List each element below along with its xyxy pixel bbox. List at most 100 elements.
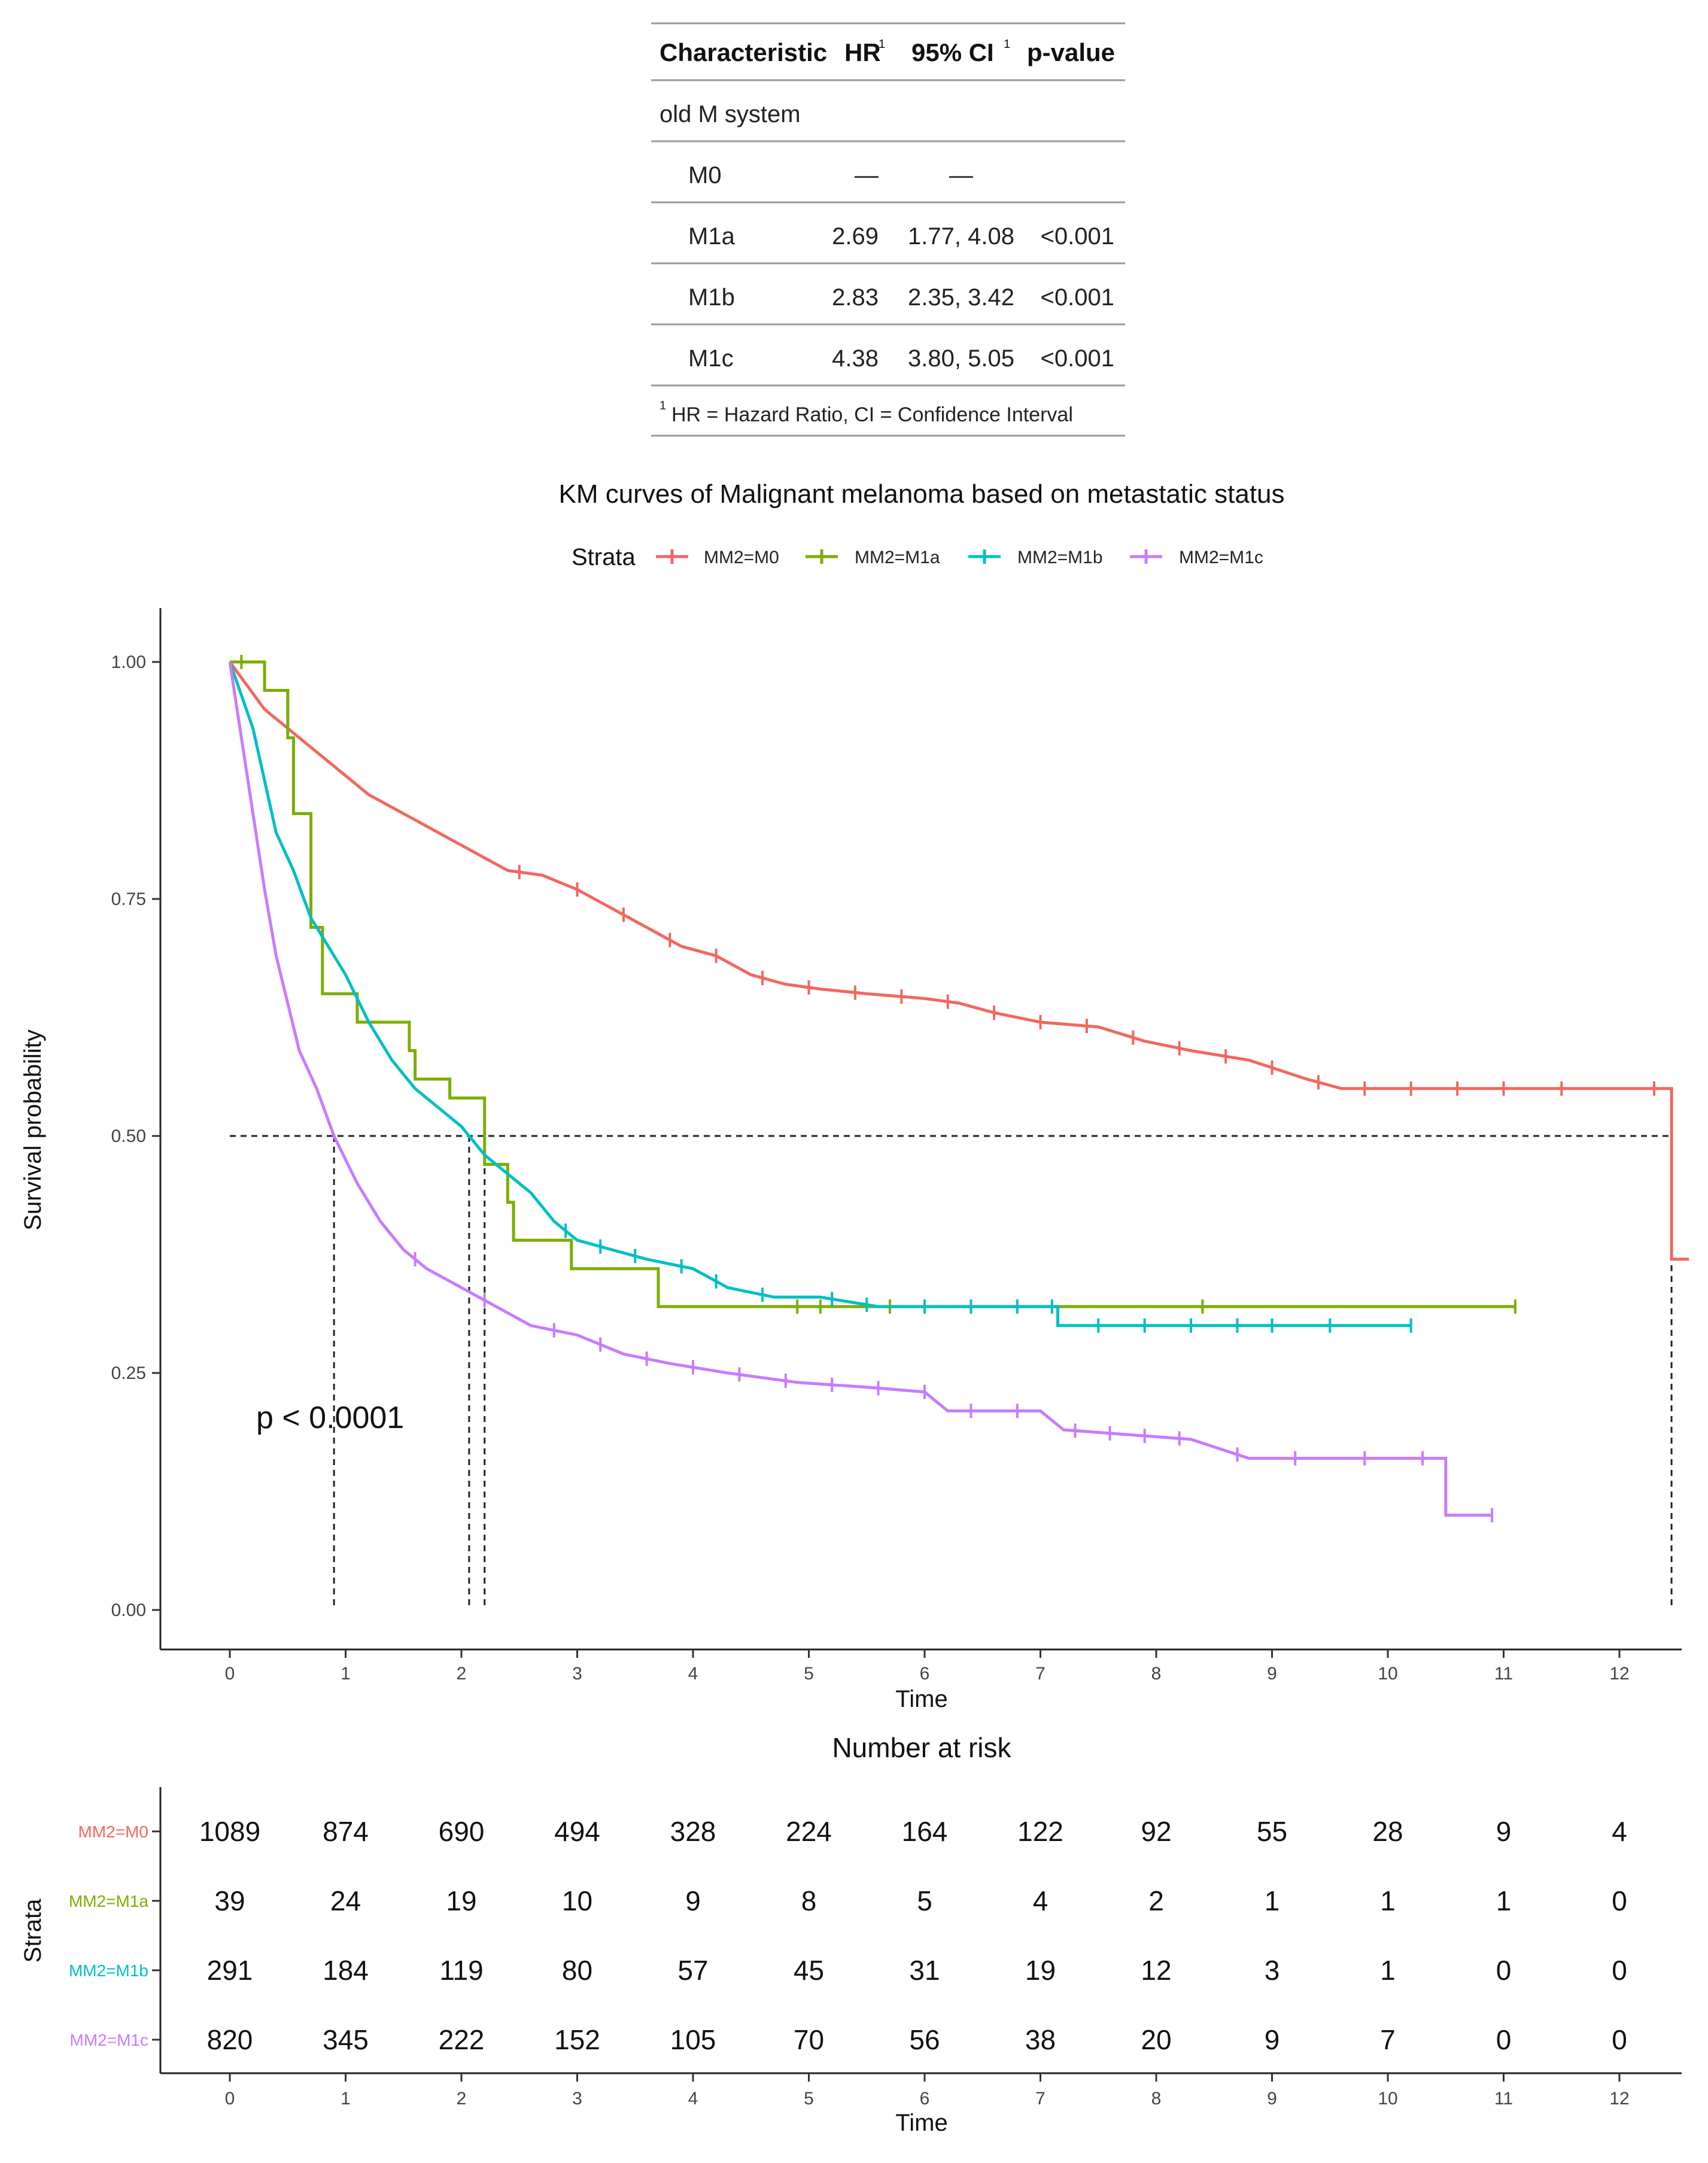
y-tick-label: 1.00 xyxy=(111,652,146,672)
header-hr: HR xyxy=(844,38,881,66)
risk-count: 55 xyxy=(1257,1816,1287,1847)
row-label: M0 xyxy=(688,162,722,189)
risk-x-axis-title: Time xyxy=(895,2110,947,2136)
risk-x-tick-label: 7 xyxy=(1035,2089,1046,2109)
risk-x-tick-label: 4 xyxy=(688,2089,698,2109)
risk-count: 12 xyxy=(1141,1955,1171,1986)
y-axis-title: Survival probability xyxy=(20,1029,46,1231)
header-characteristic: Characteristic xyxy=(660,38,827,66)
risk-x-tick-label: 8 xyxy=(1151,2089,1162,2109)
risk-count: 9 xyxy=(685,1885,701,1916)
risk-count: 70 xyxy=(794,2024,824,2055)
risk-x-tick-label: 0 xyxy=(225,2089,235,2109)
risk-count: 1 xyxy=(1380,1955,1396,1986)
risk-count: 345 xyxy=(323,2024,369,2055)
risk-count: 5 xyxy=(917,1885,932,1916)
risk-row-label: MM2=M1c xyxy=(70,2031,148,2049)
chart-title: KM curves of Malignant melanoma based on… xyxy=(558,479,1284,509)
row-p: <0.001 xyxy=(1041,345,1114,372)
risk-count: 2 xyxy=(1148,1885,1164,1916)
risk-x-tick-label: 11 xyxy=(1494,2089,1513,2109)
risk-count: 164 xyxy=(902,1816,948,1847)
risk-count: 152 xyxy=(554,2024,600,2055)
row-ci: 2.35, 3.42 xyxy=(908,284,1014,311)
risk-count: 0 xyxy=(1612,2024,1627,2055)
x-tick-label: 1 xyxy=(341,1664,351,1684)
risk-count: 56 xyxy=(909,2024,940,2055)
risk-count: 9 xyxy=(1496,1816,1512,1847)
x-axis-ticks: 0 1 2 3 4 5 6 7 8 9 10 11 12 xyxy=(225,1649,1630,1684)
legend-label: MM2=M1c xyxy=(1179,548,1263,567)
median-reference-lines xyxy=(230,1135,1673,1610)
x-tick-label: 12 xyxy=(1609,1664,1629,1684)
risk-count: 28 xyxy=(1372,1816,1403,1847)
curve-MM2=M1c xyxy=(228,661,1494,1523)
risk-count: 45 xyxy=(794,1955,824,1986)
x-tick-label: 9 xyxy=(1267,1664,1277,1684)
risk-table-title: Number at risk xyxy=(832,1732,1011,1763)
pvalue-annotation: p < 0.0001 xyxy=(256,1401,404,1435)
risk-count: 119 xyxy=(439,1955,483,1986)
row-ci: — xyxy=(949,162,973,189)
row-p: <0.001 xyxy=(1041,284,1114,311)
risk-row: MM2=M1c 820 345 222 152 105 70 56 38 20 9 7 0 0 xyxy=(70,2024,1627,2055)
risk-count: 39 xyxy=(214,1885,245,1916)
header-ci: 95% CI xyxy=(911,38,994,66)
risk-count: 874 xyxy=(323,1816,369,1847)
survival-line xyxy=(228,661,1689,1261)
x-tick-label: 2 xyxy=(457,1664,467,1684)
row-p: <0.001 xyxy=(1041,223,1114,250)
risk-count: 820 xyxy=(207,2024,253,2055)
risk-x-tick-label: 10 xyxy=(1378,2089,1397,2109)
survival-curves xyxy=(228,655,1689,1523)
row-hr: 4.38 xyxy=(832,345,879,372)
legend-label: MM2=M1b xyxy=(1017,548,1103,567)
risk-x-axis-ticks: 0 1 2 3 4 5 6 7 8 9 10 11 12 xyxy=(225,2073,1630,2109)
table-row: M0 — — xyxy=(688,162,973,189)
row-label: M1c xyxy=(688,345,734,372)
row-hr: 2.69 xyxy=(832,223,879,250)
risk-x-tick-label: 6 xyxy=(920,2089,930,2109)
legend-label: MM2=M1a xyxy=(855,548,940,567)
risk-count: 10 xyxy=(562,1885,592,1916)
risk-count: 184 xyxy=(323,1955,369,1986)
risk-count: 57 xyxy=(677,1955,708,1986)
risk-count: 8 xyxy=(801,1885,817,1916)
risk-count: 38 xyxy=(1025,2024,1056,2055)
risk-count: 222 xyxy=(439,2024,485,2055)
curve-MM2=M1b xyxy=(228,661,1412,1333)
x-tick-label: 7 xyxy=(1035,1664,1046,1684)
y-tick-label: 0.50 xyxy=(111,1126,146,1146)
x-tick-label: 4 xyxy=(688,1664,698,1684)
risk-count: 24 xyxy=(330,1885,361,1916)
risk-x-tick-label: 9 xyxy=(1267,2089,1277,2109)
risk-row: MM2=M0 1089 874 690 494 328 224 164 122 92 55 28 9 4 xyxy=(78,1816,1627,1847)
survival-line xyxy=(228,661,1493,1517)
risk-row: MM2=M1a 39 24 19 10 9 8 5 4 2 1 1 1 0 xyxy=(69,1885,1627,1916)
risk-count: 19 xyxy=(1025,1955,1056,1986)
y-axis-ticks: 0.00 0.25 0.50 0.75 1.00 xyxy=(111,652,160,1620)
risk-count: 1 xyxy=(1265,1885,1280,1916)
x-tick-label: 0 xyxy=(225,1664,235,1684)
x-tick-label: 5 xyxy=(804,1664,814,1684)
y-tick-label: 0.75 xyxy=(111,889,146,909)
risk-count: 0 xyxy=(1612,1955,1627,1986)
risk-count: 3 xyxy=(1265,1955,1280,1986)
x-tick-label: 3 xyxy=(572,1664,582,1684)
risk-count: 9 xyxy=(1265,2024,1280,2055)
legend: Strata MM2=M0 MM2=M1a MM2=M1b MM2=M1c xyxy=(572,544,1263,570)
risk-count: 105 xyxy=(670,2024,716,2055)
risk-count: 4 xyxy=(1033,1885,1048,1916)
table-row: M1b 2.83 2.35, 3.42 <0.001 xyxy=(688,284,1114,311)
row-hr: — xyxy=(855,162,879,189)
legend-title: Strata xyxy=(572,544,636,570)
hazard-ratio-table: Characteristic HR 1 95% CI 1 p-value old… xyxy=(651,22,1125,437)
survival-line xyxy=(230,660,1515,1308)
header-hr-sup: 1 xyxy=(879,38,885,51)
table-row: M1a 2.69 1.77, 4.08 <0.001 xyxy=(688,223,1114,250)
risk-x-tick-label: 3 xyxy=(572,2089,582,2109)
footnote-sup: 1 xyxy=(660,399,666,412)
plot-panel: 0.000.250.500.751.00 0 1 2 3 4 5 6 7 8 9 10 11 12 p … xyxy=(20,608,1689,1712)
x-tick-label: 8 xyxy=(1151,1664,1162,1684)
risk-count: 19 xyxy=(446,1885,476,1916)
